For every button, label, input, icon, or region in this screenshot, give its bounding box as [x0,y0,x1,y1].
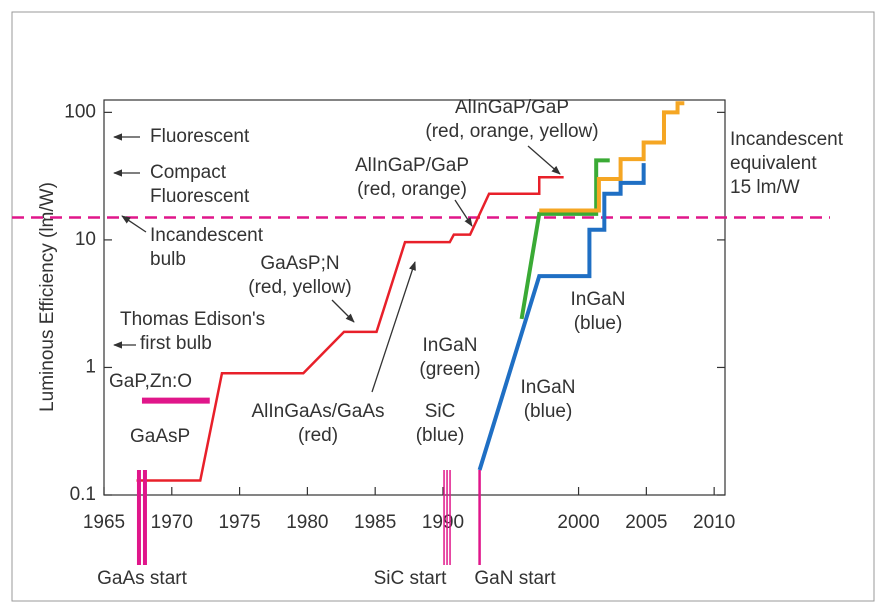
annotation: (red) [298,425,338,446]
x-tick-label: 1965 [83,512,125,533]
x-tick-label: 1975 [218,512,260,533]
annotation: bulb [150,249,186,270]
annotation-arrow [371,261,416,393]
y-tick-label: 100 [64,101,96,122]
annotation: (red, orange) [357,179,467,200]
start-label: GaAs start [97,568,187,589]
y-axis-label: Luminous Efficiency (lm/W) [37,182,58,412]
x-tick-label: 1990 [422,512,464,533]
annotation: Incandescent [150,225,264,246]
annotation: InGaN [521,377,576,398]
annotation: Fluorescent [150,186,250,207]
annotation: Compact [150,162,227,183]
series-line [539,101,685,213]
annotation: (blue) [416,425,465,446]
x-tick-label: 1985 [354,512,396,533]
annotation: InGaN [571,289,626,310]
y-tick-label: 1 [85,356,96,377]
y-tick-label: 10 [75,229,96,250]
x-tick-label: 1980 [286,512,328,533]
annotation: (green) [419,359,480,380]
annotation-arrow [331,299,355,323]
x-tick-label: 2000 [557,512,599,533]
annotation: Fluorescent [150,126,250,147]
annotation: (red, orange, yellow) [425,121,598,142]
annotation: GaAsP [130,426,190,447]
annotation-arrow [454,199,473,227]
annotation: InGaN [423,335,478,356]
plot-box [103,99,726,496]
annotation-arrow [527,145,561,175]
annotation-arrow [121,215,147,233]
annotation: first bulb [140,333,212,354]
frame [11,11,875,602]
annotation: AlInGaP/GaP [355,155,469,176]
reference-label: Incandescent [730,129,844,150]
start-label: GaN start [474,568,556,589]
annotation: (blue) [574,313,623,334]
annotation: GaP,Zn:O [109,371,192,392]
annotation: Thomas Edison's [120,309,265,330]
series-line [519,158,610,320]
reference-label: equivalent [730,153,817,174]
reference-label: 15 lm/W [730,177,800,198]
y-tick-label: 0.1 [70,484,96,505]
series-line [136,175,564,482]
series-line [477,163,646,471]
x-tick-label: 1970 [151,512,193,533]
annotation: AlInGaAs/GaAs [251,401,384,422]
annotation: GaAsP;N [260,253,339,274]
x-tick-label: 2005 [625,512,667,533]
x-tick-label: 2010 [693,512,735,533]
annotation: SiC [425,401,456,422]
annotation: (blue) [524,401,573,422]
start-label: SiC start [374,568,448,589]
annotation: (red, yellow) [248,277,351,298]
annotation: AlInGaP/GaP [455,97,569,118]
